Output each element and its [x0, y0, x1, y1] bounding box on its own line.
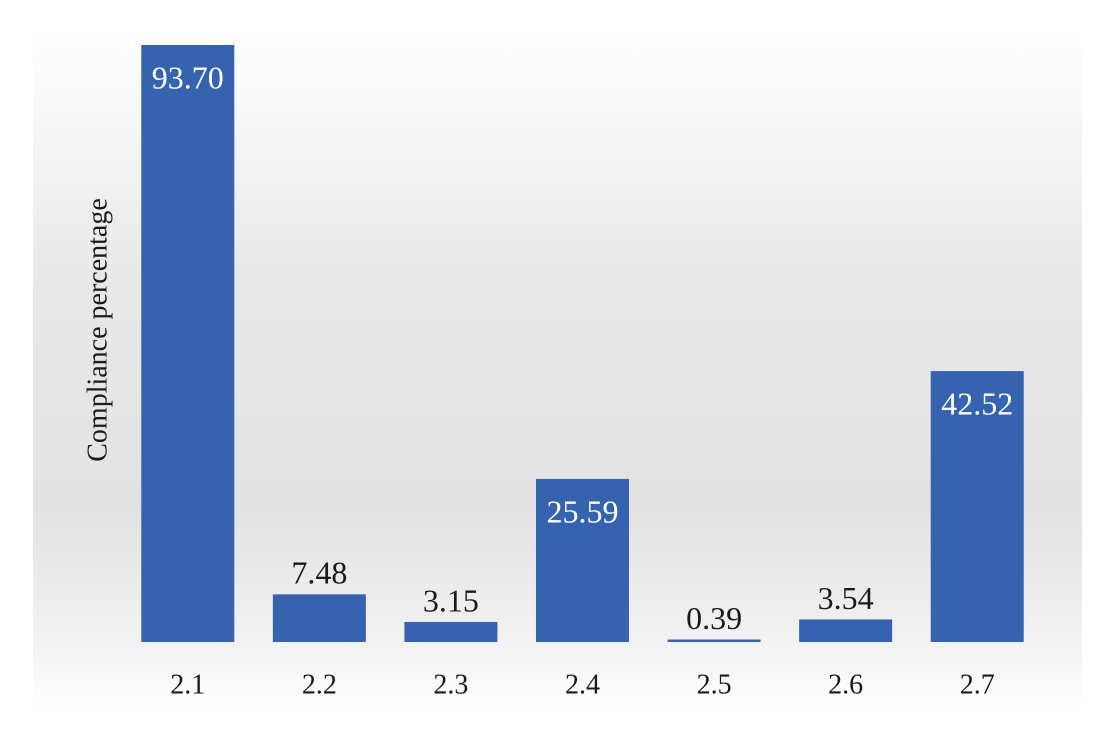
x-tick-label: 2.7	[960, 669, 995, 700]
value-label: 3.54	[818, 580, 874, 616]
x-tick-label: 2.2	[302, 669, 337, 700]
bar	[141, 45, 235, 642]
x-tick-label: 2.4	[565, 669, 600, 700]
x-tick-label: 2.3	[433, 669, 468, 700]
x-tick-label: 2.1	[170, 669, 205, 700]
value-label: 0.39	[686, 600, 742, 636]
y-axis-label: Compliance percentage	[82, 198, 113, 462]
x-tick-label: 2.5	[697, 669, 732, 700]
value-label: 7.48	[291, 555, 347, 591]
value-label: 93.70	[152, 59, 224, 95]
value-label: 25.59	[547, 493, 619, 529]
value-label: 42.52	[941, 385, 1013, 421]
bar	[404, 621, 498, 642]
bar	[799, 619, 893, 642]
bar	[930, 371, 1024, 642]
bar	[536, 478, 629, 642]
value-label: 3.15	[423, 582, 479, 618]
bar	[667, 639, 761, 642]
x-tick-label: 2.6	[828, 669, 863, 700]
bar	[272, 594, 366, 642]
